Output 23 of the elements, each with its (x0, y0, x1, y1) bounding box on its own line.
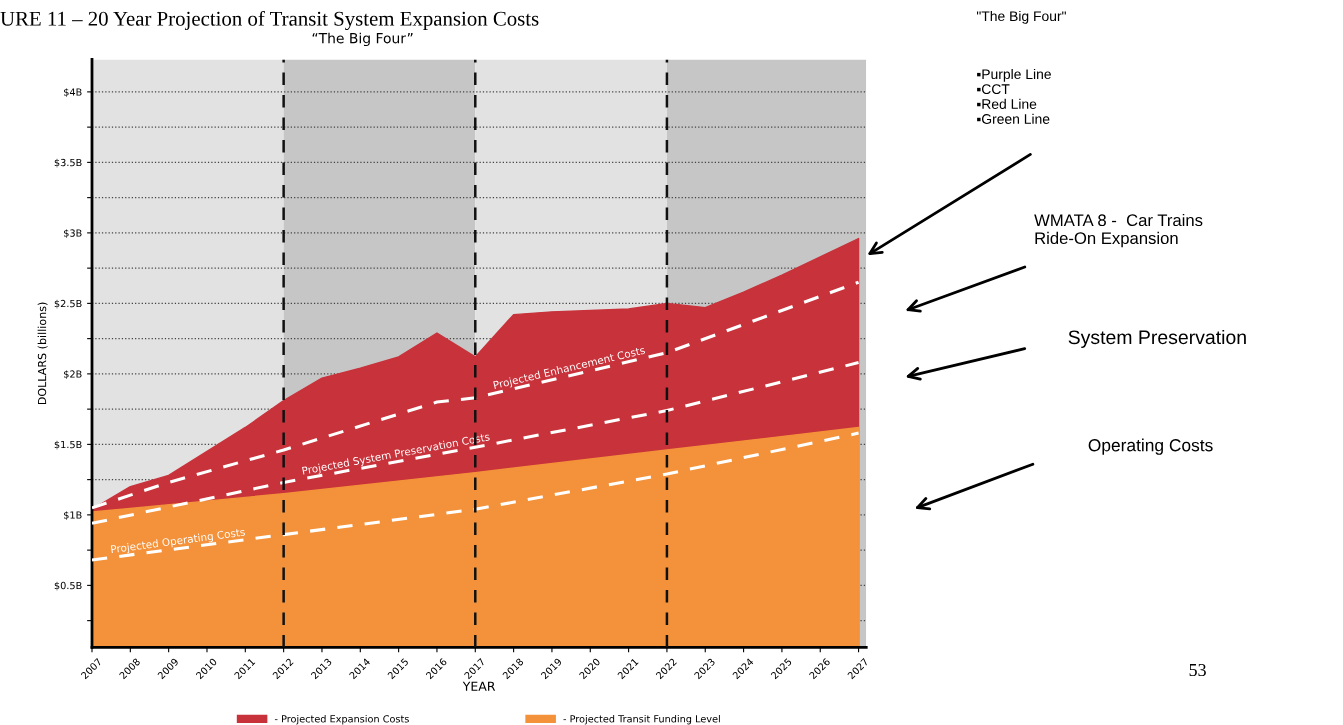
legend-label: - Projected Transit Funding Level (563, 714, 720, 725)
chart-title: URE 11 – 20 Year Projection of Transit System Expansion Costs (0, 10, 539, 31)
text: Operating Costs (1088, 438, 1213, 455)
text: 53 (1189, 663, 1206, 677)
y-tick-label: $2B (64, 370, 82, 380)
y-tick-label: $0.5B (54, 581, 82, 591)
y-tick-label: $2.5B (54, 299, 82, 309)
legend-label: - Projected Expansion Costs (274, 714, 409, 725)
x-axis-title: YEAR (462, 681, 496, 691)
y-tick-label: $1.5B (54, 440, 82, 450)
text: WMATA 8 - Car Trains Ride-On Expansion (1034, 213, 1203, 248)
y-axis-title: DOLLARS (billions) (37, 302, 48, 405)
text: "The Big Four" (976, 10, 1066, 24)
chart-subtitle: “The Big Four” (312, 32, 413, 47)
y-tick-label: $4B (64, 88, 82, 97)
text: System Preservation (1068, 329, 1246, 348)
y-tick-label: $1B (64, 511, 82, 521)
line-series (92, 280, 861, 510)
y-tick-label: $3B (64, 229, 82, 238)
text: Projected Operating Costs (110, 527, 246, 556)
line-series (92, 431, 861, 562)
text: ▪Purple Line ▪CCT ▪Red Line ▪Green Line (977, 68, 1051, 124)
y-tick-label: $3.5B (54, 158, 82, 168)
